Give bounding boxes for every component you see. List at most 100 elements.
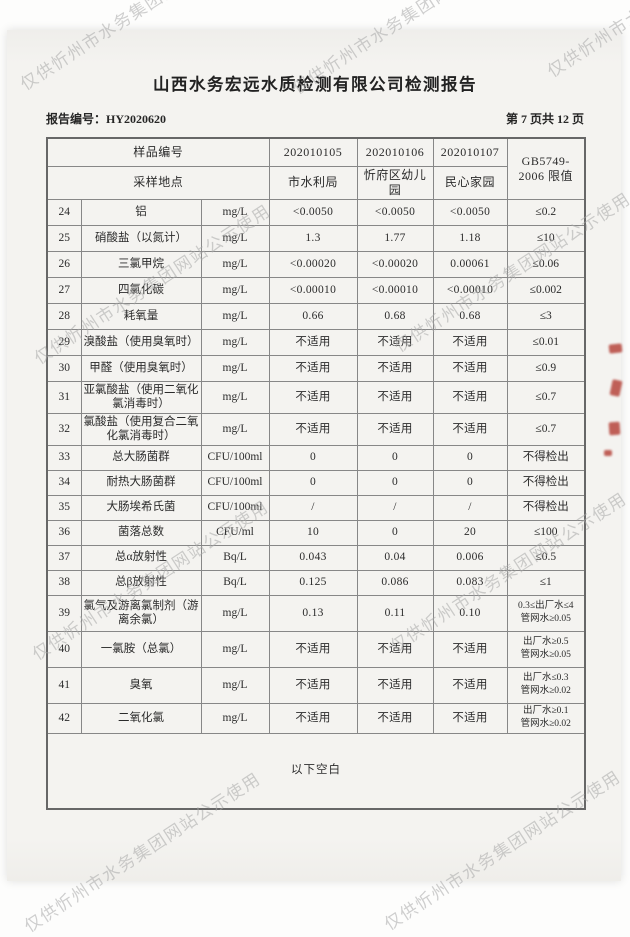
below-blank-note: 以下空白: [291, 764, 341, 777]
parameter-name: 甲醛（使用臭氧时）: [80, 354, 202, 382]
result-value: 不适用: [432, 666, 508, 704]
result-value: <0.00020: [356, 250, 434, 278]
unit: mg/L: [200, 328, 270, 356]
unit: CFU/100ml: [200, 494, 270, 521]
results-body: 24 铝 mg/L <0.0050 <0.0050 <0.0050 ≤0.2 25 硝酸盐（以氮…: [46, 198, 586, 734]
row-number: 27: [46, 276, 82, 304]
limit-value: ≤0.002: [506, 276, 586, 304]
table-row: 26 三氯甲烷 mg/L <0.00020 <0.00020 0.00061 ≤0.06: [46, 250, 586, 278]
location-1: 市水利局: [268, 165, 358, 200]
result-value: <0.0050: [356, 198, 434, 226]
table-row: 39 氯气及游离氯制剂（游离余氯） mg/L 0.13 0.11 0.10 0.3≤出厂水≤…: [46, 594, 586, 632]
unit: mg/L: [200, 594, 270, 632]
limit-value: 0.3≤出厂水≤4 管网水≥0.05: [506, 594, 586, 632]
limit-line: 0.3≤出厂水≤4: [517, 601, 574, 612]
row-number: 37: [46, 544, 82, 571]
limit-line: ≤0.002: [529, 283, 562, 296]
limit-value: ≤0.01: [506, 328, 586, 356]
result-value: 0.125: [268, 569, 358, 596]
row-number: 29: [46, 328, 82, 356]
result-value: 0: [268, 469, 358, 496]
limit-line: ≤3: [539, 309, 552, 322]
limit-line: ≤100: [533, 526, 558, 539]
result-value: 不适用: [268, 702, 358, 734]
row-number: 28: [46, 302, 82, 330]
limit-value: 出厂水≥0.1 管网水≥0.02: [506, 702, 586, 734]
result-value: 0.66: [268, 302, 358, 330]
row-number: 30: [46, 354, 82, 382]
sample-id-2: 202010106: [356, 137, 434, 167]
result-value: 0.68: [432, 302, 508, 330]
table-row: 36 菌落总数 CFU/ml 10 0 20 ≤100: [46, 519, 586, 546]
table-row: 41 臭氧 mg/L 不适用 不适用 不适用 出厂水≤0.3 管网水≥0.02: [46, 666, 586, 704]
result-value: 不适用: [432, 328, 508, 356]
page-indicator: 第 7 页共 12 页: [505, 112, 584, 126]
result-value: 1.77: [356, 224, 434, 252]
unit: CFU/ml: [200, 519, 270, 546]
limit-value: 不得检出: [506, 494, 586, 521]
row-number: 25: [46, 224, 82, 252]
result-value: <0.00010: [432, 276, 508, 304]
parameter-name: 总α放射性: [80, 544, 202, 571]
limit-value: ≤3: [506, 302, 586, 330]
row-number: 34: [46, 469, 82, 496]
table-row: 32 氯酸盐（使用复合二氧化氯消毒时） mg/L 不适用 不适用 不适用 ≤0.7: [46, 412, 586, 446]
limit-value: ≤10: [506, 224, 586, 252]
table-row: 31 亚氯酸盐（使用二氧化氯消毒时） mg/L 不适用 不适用 不适用 ≤0.7: [46, 380, 586, 414]
result-value: 0.043: [268, 544, 358, 571]
unit: mg/L: [200, 250, 270, 278]
result-value: 不适用: [356, 328, 434, 356]
limit-header-line1: GB5749-: [521, 153, 570, 168]
parameter-name: 总大肠菌群: [80, 444, 202, 471]
row-number: 39: [46, 594, 82, 632]
limit-line: 管网水≥0.05: [520, 614, 571, 624]
table-row: 40 一氯胺（总氯） mg/L 不适用 不适用 不适用 出厂水≥0.5 管网水≥0.05: [46, 630, 586, 668]
limit-column-header: GB5749- 2006 限值: [506, 137, 586, 200]
limit-line: 管网水≥0.02: [520, 686, 571, 696]
limit-line: 不得检出: [522, 501, 569, 514]
row-number: 26: [46, 250, 82, 278]
row-number: 31: [46, 380, 82, 414]
limit-line: 出厂水≤0.3: [522, 673, 569, 684]
limit-value: 出厂水≥0.5 管网水≥0.05: [506, 630, 586, 668]
row-number: 33: [46, 444, 82, 471]
sample-id-3: 202010107: [432, 137, 508, 167]
result-value: 0.04: [356, 544, 434, 571]
result-value: 0: [432, 469, 508, 496]
parameter-name: 铝: [80, 198, 202, 226]
limit-line: 管网水≥0.02: [520, 719, 571, 729]
limit-value: ≤0.2: [506, 198, 586, 226]
limit-line: 出厂水≥0.1: [522, 706, 569, 717]
parameter-name: 耗氧量: [80, 302, 202, 330]
parameter-name: 臭氧: [80, 666, 202, 704]
limit-line: 不得检出: [522, 476, 569, 489]
limit-header-line2: 2006 限值: [518, 168, 574, 183]
result-value: 0: [432, 444, 508, 471]
report-title: 山西水务宏远水质检测有限公司检测报告: [153, 75, 477, 94]
limit-line: ≤0.01: [532, 335, 559, 348]
result-value: 不适用: [356, 666, 434, 704]
location-label: 采样地点: [46, 165, 270, 200]
limit-line: ≤0.5: [535, 551, 557, 564]
result-value: 0.006: [432, 544, 508, 571]
limit-line: ≤0.7: [535, 390, 557, 403]
result-value: 10: [268, 519, 358, 546]
table-row: 33 总大肠菌群 CFU/100ml 0 0 0 不得检出: [46, 444, 586, 471]
unit: mg/L: [200, 666, 270, 704]
unit: mg/L: [200, 224, 270, 252]
table-row: 42 二氧化氯 mg/L 不适用 不适用 不适用 出厂水≥0.1 管网水≥0.02: [46, 702, 586, 734]
result-value: 不适用: [356, 702, 434, 734]
result-value: <0.0050: [268, 198, 358, 226]
parameter-name: 氯气及游离氯制剂（游离余氯）: [80, 594, 202, 632]
limit-line: ≤0.7: [535, 422, 557, 435]
unit: mg/L: [200, 380, 270, 414]
result-value: 1.18: [432, 224, 508, 252]
sample-id-row: 样品编号 202010105 202010106 202010107 GB574…: [46, 137, 586, 200]
limit-value: ≤0.9: [506, 354, 586, 382]
unit: mg/L: [200, 702, 270, 734]
result-value: 不适用: [268, 328, 358, 356]
parameter-name: 亚氯酸盐（使用二氧化氯消毒时）: [80, 380, 202, 414]
result-value: <0.00020: [268, 250, 358, 278]
blank-area: 以下空白: [46, 732, 586, 809]
row-number: 42: [46, 702, 82, 734]
